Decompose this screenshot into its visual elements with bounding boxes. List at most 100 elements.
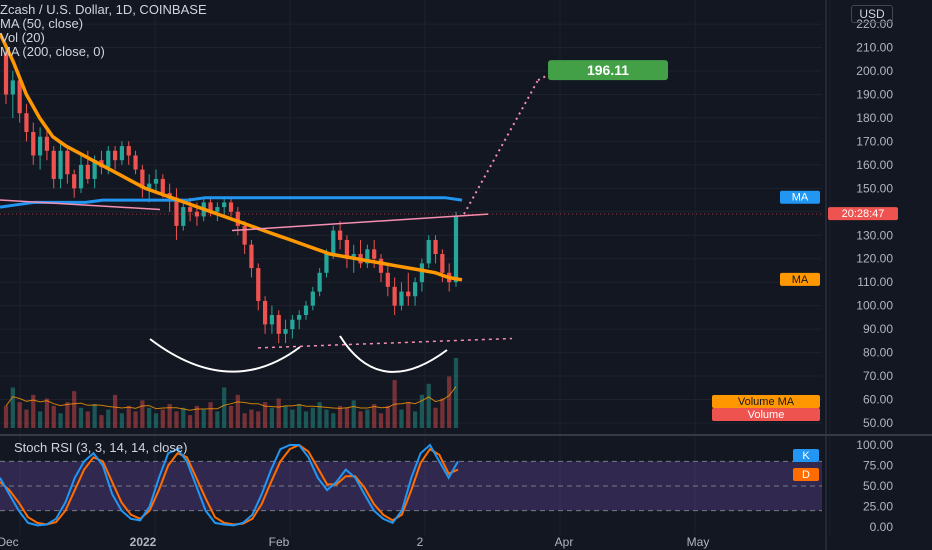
candle	[181, 207, 186, 226]
price-tick-label: 70.00	[863, 369, 893, 383]
candle	[31, 132, 36, 156]
candle	[208, 202, 213, 212]
price-tick-label: 210.00	[856, 41, 893, 55]
stoch-k-tag-box	[793, 449, 819, 462]
volume-bar	[297, 404, 302, 428]
indicator-ma50[interactable]: MA (50, close)	[0, 16, 84, 31]
candle	[92, 160, 97, 179]
candle	[269, 315, 275, 325]
volume-bar	[58, 413, 63, 428]
candle	[24, 113, 29, 133]
volume-bar	[37, 411, 43, 428]
volume-ma-tag: Volume MA	[738, 396, 795, 408]
candle	[303, 305, 309, 316]
stoch-k-tag: K	[802, 450, 810, 462]
candle	[406, 291, 411, 297]
candle	[385, 272, 390, 287]
candle	[256, 268, 261, 301]
volume-bar	[140, 400, 145, 428]
stoch-rsi-label[interactable]: Stoch RSI (3, 3, 14, 14, close)	[14, 440, 188, 455]
price-tick-label: 150.00	[856, 181, 893, 195]
symbol-title[interactable]: Zcash / U.S. Dollar, 1D, COINBASE	[0, 2, 207, 17]
stoch-d-tag-box	[793, 468, 819, 481]
candle	[37, 136, 43, 156]
currency-button[interactable]: USD	[851, 5, 893, 23]
volume-bar	[194, 405, 200, 428]
volume-bar	[365, 409, 370, 428]
candle	[126, 146, 131, 156]
candle	[249, 244, 254, 269]
candle	[392, 286, 397, 306]
stoch-k-line	[0, 443, 459, 527]
candle	[399, 291, 404, 306]
candle	[85, 164, 90, 179]
candle	[72, 174, 77, 189]
cup-arc-right	[339, 335, 448, 373]
volume-bar	[208, 402, 213, 428]
volume-bar	[262, 402, 268, 428]
price-tick-label: 90.00	[863, 322, 893, 336]
candle	[378, 258, 384, 273]
target-projection	[463, 79, 539, 215]
candle	[222, 202, 227, 208]
volume-bar	[290, 409, 295, 428]
candle	[331, 230, 336, 255]
candle	[440, 254, 445, 273]
trendline-left	[0, 199, 161, 211]
volume-bar	[399, 409, 404, 428]
volume-bar	[358, 411, 363, 428]
volume-bar	[276, 398, 281, 428]
volume-bar	[160, 409, 165, 428]
time-tick-label: Feb	[269, 535, 290, 549]
candle	[235, 211, 240, 226]
candle	[174, 197, 179, 226]
ma50-tag-box	[780, 272, 820, 286]
candle	[344, 239, 350, 259]
candle	[3, 52, 9, 95]
indicator-volume[interactable]: Vol (20)	[0, 30, 45, 45]
candle	[44, 136, 50, 151]
candle	[372, 249, 377, 259]
candle	[283, 329, 288, 334]
chart-legend: Zcash / U.S. Dollar, 1D, COINBASE MA (50…	[0, 3, 207, 59]
candle	[351, 254, 356, 259]
ma200-tag: MA	[792, 192, 809, 204]
candle	[276, 315, 281, 334]
candle	[58, 150, 63, 179]
time-tick-label: Apr	[555, 535, 574, 549]
ma50-tag: MA	[792, 274, 809, 286]
candle	[133, 155, 138, 170]
candle	[187, 207, 193, 212]
indicator-ma200[interactable]: MA (200, close, 0)	[0, 44, 105, 59]
volume-bar	[167, 404, 172, 428]
volume-bar	[249, 409, 254, 428]
candle	[119, 146, 125, 161]
volume-tag: Volume	[748, 409, 785, 421]
volume-bar	[17, 402, 22, 428]
time-tick-label: 2	[417, 535, 424, 549]
candle	[10, 80, 15, 95]
stoch-tick-label: 50.00	[863, 479, 893, 493]
volume-bar	[324, 409, 329, 428]
volume-bar	[337, 405, 343, 428]
price-tick-label: 110.00	[857, 275, 893, 289]
volume-bar	[419, 394, 425, 428]
price-tick-label: 80.00	[863, 346, 893, 360]
price-tick-label: 130.00	[856, 228, 893, 242]
candle	[228, 202, 234, 212]
volume-bar	[372, 404, 377, 428]
candle	[112, 150, 118, 161]
price-tick-label: 50.00	[863, 416, 893, 430]
candle	[337, 230, 343, 240]
stoch-tick-label: 100.00	[856, 438, 893, 452]
price-tick-label: 220.00	[856, 17, 893, 31]
volume-bar	[433, 407, 438, 428]
volume-bar	[72, 391, 77, 428]
volume-bar	[344, 407, 350, 428]
candle	[242, 225, 247, 245]
candle	[324, 254, 329, 273]
candle	[310, 291, 315, 306]
volume-bar	[385, 405, 390, 428]
volume-bar	[283, 405, 288, 428]
